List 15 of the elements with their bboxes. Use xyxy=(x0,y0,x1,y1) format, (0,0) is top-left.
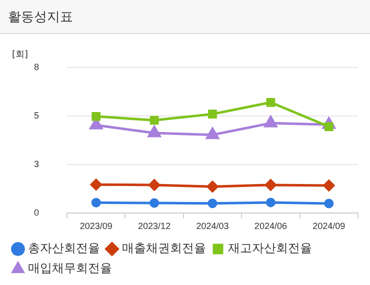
x-tick-label: 2023/12 xyxy=(138,221,171,232)
legend-label: 매입채무회전율 xyxy=(28,261,112,276)
x-tick-label: 2024/09 xyxy=(312,221,346,232)
y-axis-title: [회] xyxy=(12,49,28,61)
y-tick-label: 5 xyxy=(34,110,40,120)
x-tick-label: 2023/09 xyxy=(80,221,112,232)
x-tick-label: 2024/03 xyxy=(196,221,229,232)
x-tick-label: 2024/06 xyxy=(254,221,287,232)
legend-label: 총자산회전율 xyxy=(28,241,100,256)
y-tick-label: 0 xyxy=(34,208,40,218)
y-tick-label: 3 xyxy=(34,159,40,170)
legend-label: 매출채권회전율 xyxy=(122,241,206,256)
chart-title: 활동성지표 xyxy=(0,0,370,34)
legend-label: 재고자산회전율 xyxy=(228,241,312,256)
y-tick-label: 8 xyxy=(34,62,40,72)
